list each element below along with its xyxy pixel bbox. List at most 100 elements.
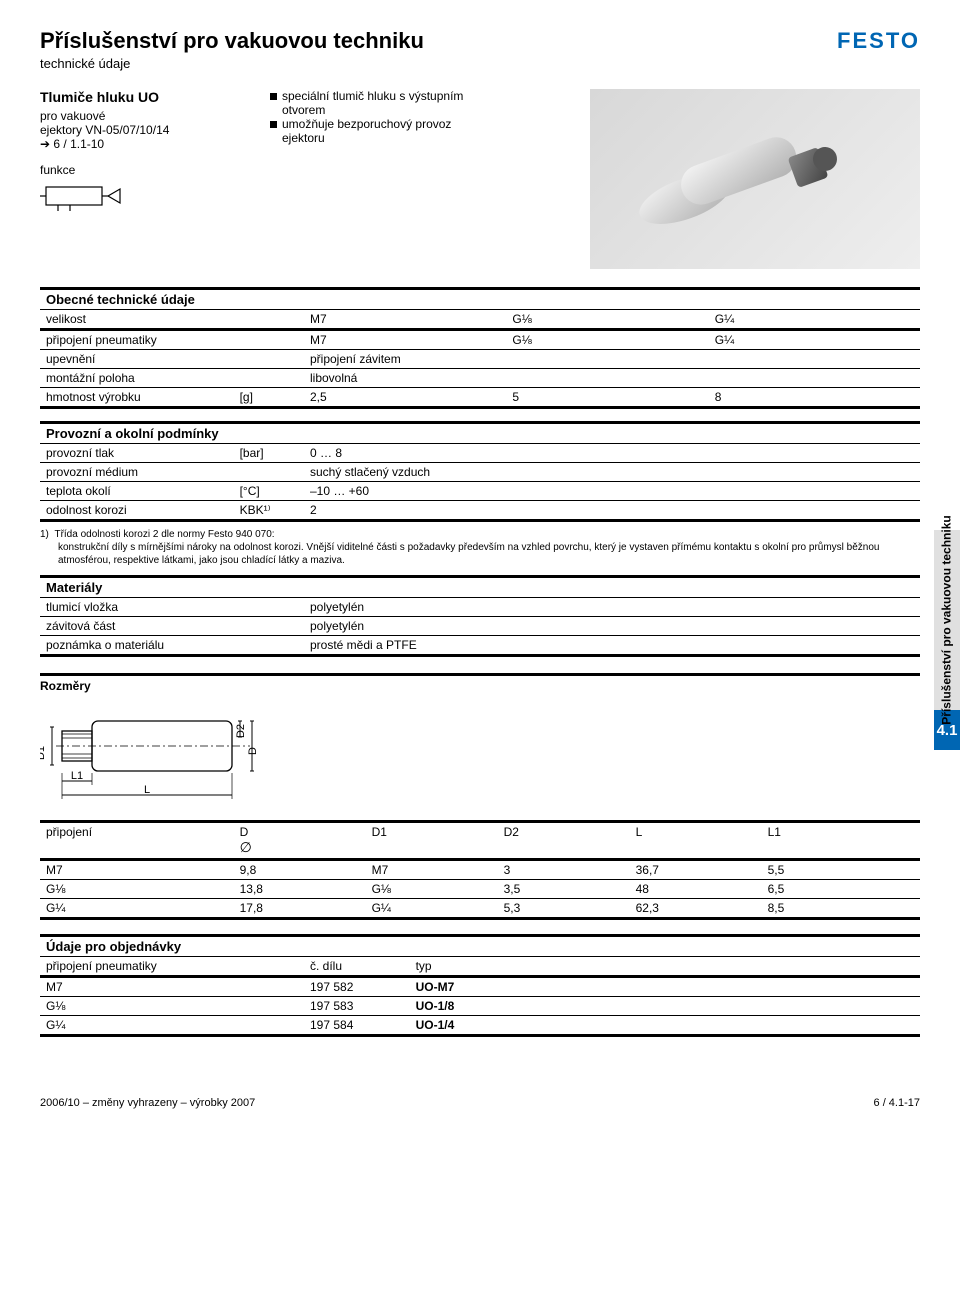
t4-r0-l: 36,7 xyxy=(630,860,762,880)
t5-r0-t: UO-M7 xyxy=(416,980,455,994)
t1-prip-c1: M7 xyxy=(304,330,506,350)
t1-mont-val: libovolná xyxy=(304,369,920,388)
t1-mont-label: montážní poloha xyxy=(40,369,234,388)
t4-r0-d: 9,8 xyxy=(234,860,366,880)
t5-h-prip: připojení pneumatiky xyxy=(40,957,304,977)
t4-r2-d1: G¼ xyxy=(366,899,498,919)
t4-r2-d2: 5,3 xyxy=(498,899,630,919)
t2-tlak-u: [bar] xyxy=(234,444,304,463)
t4-r2-l: 62,3 xyxy=(630,899,762,919)
table-ordering: Údaje pro objednávky připojení pneumatik… xyxy=(40,934,920,1037)
t4-r0-p: M7 xyxy=(40,860,234,880)
t4-r0-d1: M7 xyxy=(366,860,498,880)
intro-line2: ejektory VN-05/07/10/14 xyxy=(40,123,240,137)
t4-r1-d1: G⅛ xyxy=(366,880,498,899)
t4-r2-d: 17,8 xyxy=(234,899,366,919)
t4-r0-l1: 5,5 xyxy=(762,860,920,880)
t4-r1-d: 13,8 xyxy=(234,880,366,899)
funkce-label: funkce xyxy=(40,163,240,177)
t4-r1-l1: 6,5 xyxy=(762,880,920,899)
t3-title: Materiály xyxy=(40,577,920,598)
t1-upev-val: připojení závitem xyxy=(304,350,920,369)
bullet-icon xyxy=(270,93,277,100)
table-dimensions: připojení D∅ D1 D2 L L1 M7 9,8 M7 3 36,7… xyxy=(40,820,920,920)
t5-r2-c: 197 584 xyxy=(304,1016,410,1036)
fn-l2: konstrukční díly s mírnějšími nároky na … xyxy=(40,541,920,567)
dimension-drawing: D1 D2 D L1 L xyxy=(40,703,920,806)
t4-h-d2: D2 xyxy=(498,822,630,860)
t1-prip-label: připojení pneumatiky xyxy=(40,330,234,350)
table-conditions: Provozní a okolní podmínky provozní tlak… xyxy=(40,421,920,522)
t1-hm-c3: 8 xyxy=(709,388,920,408)
t2-kor-u: KBK¹⁾ xyxy=(234,501,304,521)
bullet-icon xyxy=(270,121,277,128)
intro-line1: pro vakuové xyxy=(40,109,240,123)
footer-left: 2006/10 – změny vyhrazeny – výrobky 2007 xyxy=(40,1097,255,1109)
t4-r1-p: G⅛ xyxy=(40,880,234,899)
page-subtitle: technické údaje xyxy=(40,56,424,71)
bullet1b: otvorem xyxy=(270,103,470,117)
t3-za-l: závitová část xyxy=(40,617,304,636)
t4-h-diam: ∅ xyxy=(240,839,252,855)
t5-h-typ: typ xyxy=(410,957,920,977)
table-materials: Materiály tlumicí vložka polyetylén závi… xyxy=(40,575,920,657)
t5-r1-p: G⅛ xyxy=(40,997,304,1016)
t1-velikost-c2: G⅛ xyxy=(506,310,708,330)
t1-hm-c2: 5 xyxy=(506,388,708,408)
t4-r2-p: G¼ xyxy=(40,899,234,919)
t1-prip-c2: G⅛ xyxy=(506,330,708,350)
t5-r0-c: 197 582 xyxy=(304,977,410,997)
side-tab: Příslušenství pro vakuovou techniku 4.1 xyxy=(934,530,960,760)
t5-r1-c: 197 583 xyxy=(304,997,410,1016)
t1-title: Obecné technické údaje xyxy=(40,289,920,310)
t4-h-l: L xyxy=(630,822,762,860)
dim-d: D xyxy=(247,747,259,755)
t3-po-l: poznámka o materiálu xyxy=(40,636,304,656)
festo-logo: FESTO xyxy=(837,28,920,54)
t1-prip-c3: G¼ xyxy=(709,330,920,350)
t2-tlak-l: provozní tlak xyxy=(40,444,234,463)
t1-velikost-label: velikost xyxy=(40,310,234,330)
t4-r1-l: 48 xyxy=(630,880,762,899)
t1-hm-label: hmotnost výrobku xyxy=(40,388,234,408)
t2-tep-l: teplota okolí xyxy=(40,482,234,501)
t4-h-l1: L1 xyxy=(762,822,920,860)
t4-r1-d2: 3,5 xyxy=(498,880,630,899)
t2-tep-v: –10 … +60 xyxy=(304,482,920,501)
t2-kor-v: 2 xyxy=(304,501,920,521)
page-title: Příslušenství pro vakuovou techniku xyxy=(40,28,424,54)
t2-tlak-v: 0 … 8 xyxy=(304,444,920,463)
rozm-title: Rozměry xyxy=(40,679,91,693)
section-heading-uo: Tlumiče hluku UO xyxy=(40,89,240,105)
t2-med-l: provozní médium xyxy=(40,463,234,482)
t2-med-v: suchý stlačený vzduch xyxy=(304,463,920,482)
t1-velikost-c3: G¼ xyxy=(709,310,920,330)
t5-r2-p: G¼ xyxy=(40,1016,304,1036)
bullet1a: speciální tlumič hluku s výstupním xyxy=(282,89,463,103)
intro-link: ➔ 6 / 1.1-10 xyxy=(40,137,240,151)
t3-vl-l: tlumicí vložka xyxy=(40,598,304,617)
bullet2b: ejektoru xyxy=(270,131,470,145)
t3-vl-v: polyetylén xyxy=(304,598,920,617)
t2-kor-l: odolnost korozi xyxy=(40,501,234,521)
dim-l: L xyxy=(144,784,150,796)
side-tab-text: Příslušenství pro vakuovou techniku xyxy=(940,515,954,724)
bullet2a: umožňuje bezporuchový provoz xyxy=(282,117,451,131)
t5-h-cislo: č. dílu xyxy=(304,957,410,977)
t3-za-v: polyetylén xyxy=(304,617,920,636)
t5-r2-t: UO-1/4 xyxy=(416,1018,455,1032)
dim-l1: L1 xyxy=(71,770,83,782)
t4-h-prip: připojení xyxy=(40,822,234,860)
t5-r0-p: M7 xyxy=(40,977,304,997)
t2-title: Provozní a okolní podmínky xyxy=(40,423,920,444)
t4-h-d: D xyxy=(240,825,249,839)
dim-d1: D1 xyxy=(40,746,47,760)
fn-l1: Třída odolnosti korozi 2 dle normy Festo… xyxy=(54,529,274,540)
product-image xyxy=(590,89,920,269)
footnote: 1) Třída odolnosti korozi 2 dle normy Fe… xyxy=(40,528,920,567)
t1-velikost-c1: M7 xyxy=(304,310,506,330)
t5-r1-t: UO-1/8 xyxy=(416,999,455,1013)
t5-title: Údaje pro objednávky xyxy=(40,936,920,957)
footer-right: 6 / 4.1-17 xyxy=(874,1097,920,1109)
t3-po-v: prosté mědi a PTFE xyxy=(304,636,920,656)
